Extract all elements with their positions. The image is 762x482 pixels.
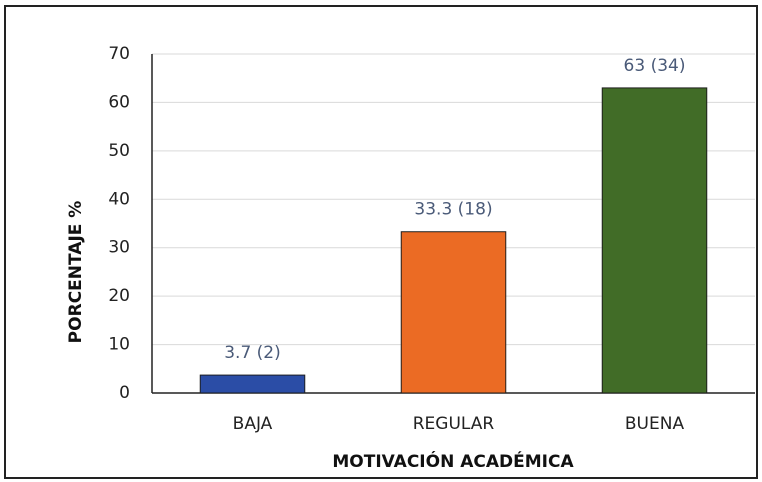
y-tick-label: 30 xyxy=(108,238,130,258)
value-label: 3.7 (2) xyxy=(224,343,281,363)
y-tick-label: 60 xyxy=(108,92,130,112)
value-label: 63 (34) xyxy=(624,56,686,76)
bar-shade xyxy=(602,87,707,394)
x-axis-label: MOTIVACIÓN ACADÉMICA xyxy=(332,450,574,472)
y-tick-label: 0 xyxy=(119,383,130,403)
y-axis-label: PORCENTAJE % xyxy=(66,201,86,344)
y-tick-label: 50 xyxy=(108,141,130,161)
bar-shade xyxy=(401,231,506,393)
y-tick-label: 40 xyxy=(108,189,130,209)
value-label: 33.3 (18) xyxy=(414,200,492,220)
y-tick-label: 10 xyxy=(108,335,130,355)
x-tick-label: BAJA xyxy=(233,414,273,434)
y-tick-label: 20 xyxy=(108,286,130,306)
x-tick-label: BUENA xyxy=(625,414,685,434)
bar-shade xyxy=(200,375,305,393)
x-tick-label: REGULAR xyxy=(413,414,495,434)
y-tick-label: 70 xyxy=(108,44,130,64)
